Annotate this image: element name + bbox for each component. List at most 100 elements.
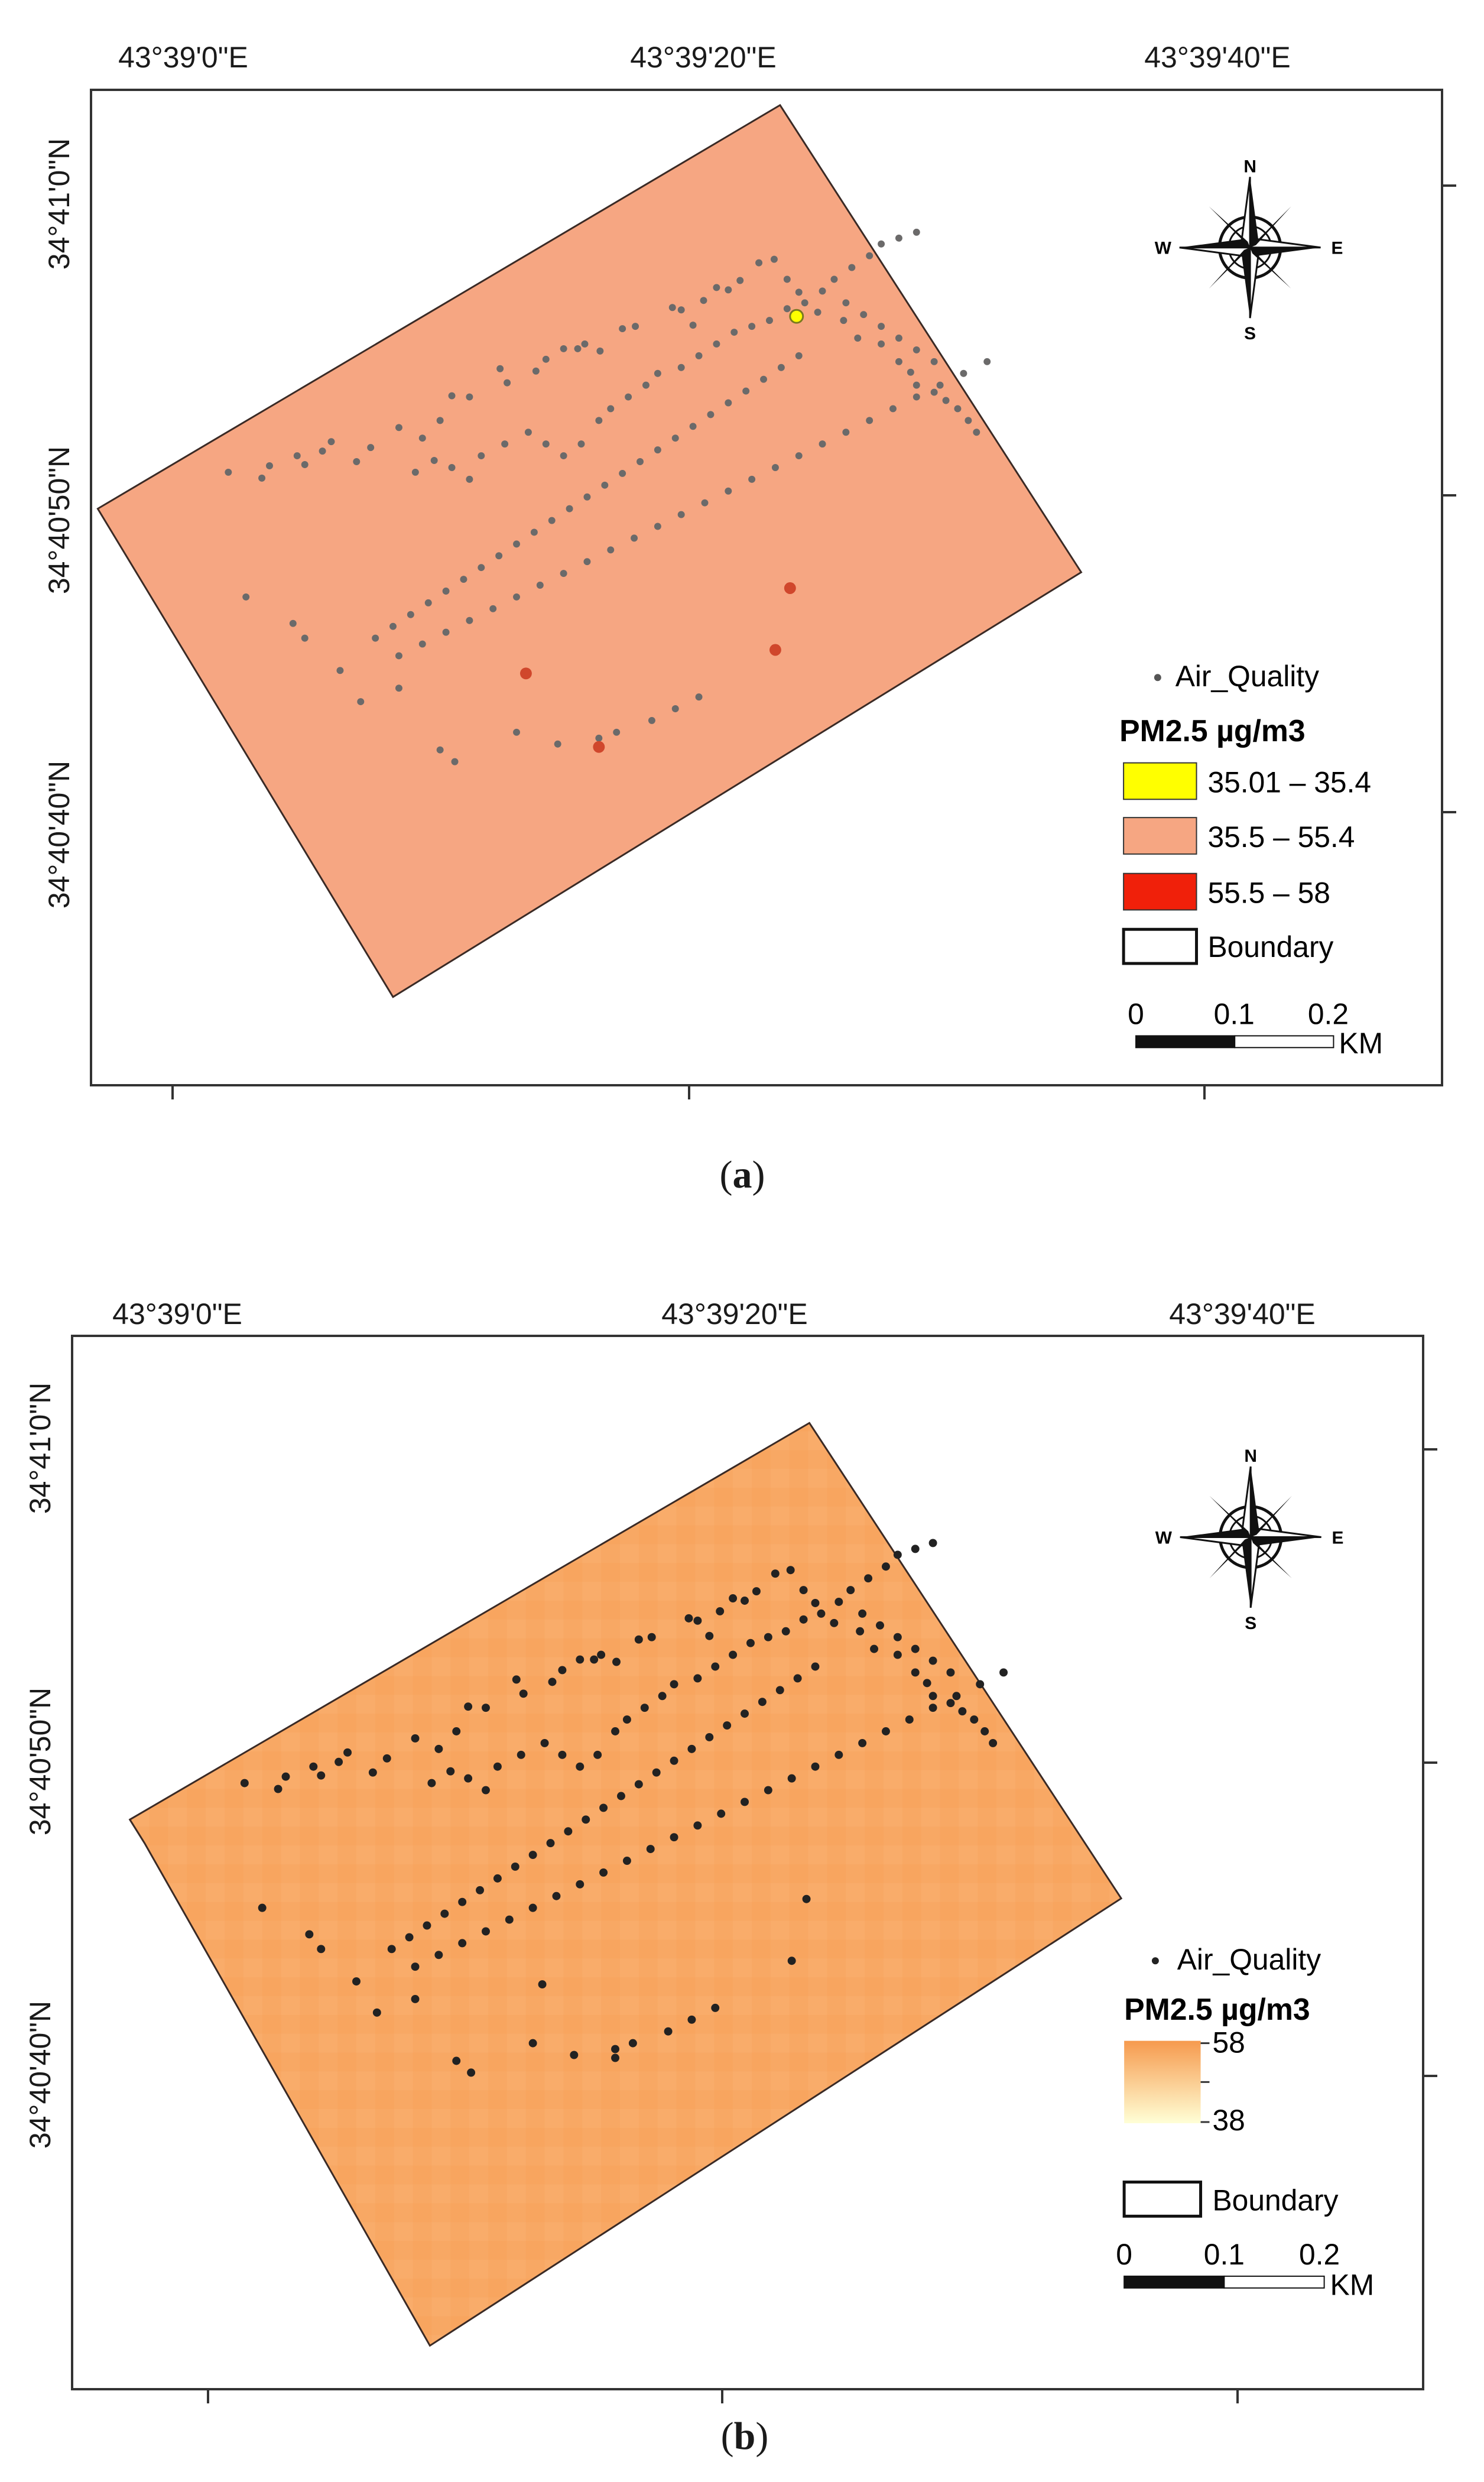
sample-point xyxy=(730,329,738,336)
sample-point xyxy=(395,684,402,692)
sample-point xyxy=(976,1680,985,1689)
sample-point xyxy=(517,1750,525,1759)
sample-point xyxy=(814,309,821,316)
study-area-interpolated-surface xyxy=(128,1422,1123,2347)
sample-point xyxy=(405,1933,414,1942)
sample-point xyxy=(225,468,232,476)
sample-point xyxy=(460,576,467,583)
sample-point xyxy=(301,461,309,468)
sample-point xyxy=(570,2051,579,2059)
sample-point xyxy=(583,558,591,566)
sample-point xyxy=(476,1886,485,1894)
sample-point xyxy=(758,1698,767,1706)
legend-boundary-label: Boundary xyxy=(1207,930,1333,963)
lat-label-1: 34°41'0"N xyxy=(43,138,76,270)
sample-point xyxy=(536,582,544,589)
sample-point xyxy=(622,1715,631,1724)
sample-point xyxy=(799,1586,808,1595)
sample-point xyxy=(684,1614,693,1623)
sample-point xyxy=(881,1562,890,1571)
sample-point xyxy=(542,355,550,363)
sample-point xyxy=(700,297,707,304)
sample-point xyxy=(446,1767,455,1776)
sample-point-high xyxy=(519,667,532,680)
sample-point xyxy=(864,1574,873,1583)
legend-boundary-swatch xyxy=(1122,927,1199,965)
north-label: N xyxy=(1243,157,1256,176)
lon-label-3: 43°39'40"E xyxy=(1144,41,1291,74)
sample-point xyxy=(528,1851,537,1860)
sample-point xyxy=(928,1692,937,1701)
sample-point xyxy=(258,1903,267,1912)
south-label: S xyxy=(1244,324,1256,343)
sample-point xyxy=(711,2003,720,2012)
sample-point xyxy=(893,1650,902,1659)
sample-point xyxy=(729,1594,738,1602)
sample-point xyxy=(793,1674,802,1683)
sample-point-low xyxy=(789,309,804,324)
west-label: W xyxy=(1155,239,1172,258)
sample-point xyxy=(760,375,767,383)
sample-point xyxy=(654,446,661,454)
sample-point xyxy=(752,1587,761,1596)
sample-point xyxy=(458,1897,467,1906)
sample-point xyxy=(960,369,967,377)
sample-point xyxy=(482,1786,490,1795)
sample-point xyxy=(983,358,991,365)
sample-point xyxy=(495,552,503,560)
sample-point xyxy=(973,429,980,436)
map-canvas-a: N S E W Air_Quality PM2.5 µg/m3 35.01 – … xyxy=(96,103,1383,1060)
sample-point xyxy=(631,534,638,542)
sample-point xyxy=(648,716,655,724)
north-arrow: N S E W xyxy=(1155,157,1343,343)
sample-point xyxy=(664,2027,673,2036)
sample-point xyxy=(583,493,591,501)
sample-point xyxy=(652,1768,661,1777)
compass-rose-icon xyxy=(1179,177,1321,319)
sample-point xyxy=(542,440,550,448)
scale-tick-1: 0.1 xyxy=(1204,2238,1245,2271)
sample-point xyxy=(367,444,375,452)
sample-point-high xyxy=(769,644,781,656)
sample-point xyxy=(590,1655,599,1664)
sample-point xyxy=(436,417,444,424)
sample-point xyxy=(830,1618,839,1627)
sample-point xyxy=(424,599,432,606)
sample-point xyxy=(878,323,885,330)
sample-point xyxy=(946,1699,955,1708)
sample-point xyxy=(511,1863,519,1871)
legend-boundary-swatch xyxy=(1122,2181,1203,2218)
sample-point xyxy=(713,340,720,348)
sample-point xyxy=(427,1779,436,1787)
sample-point xyxy=(819,287,826,295)
sample-point xyxy=(858,1738,867,1747)
sample-point xyxy=(858,1609,867,1618)
sample-point xyxy=(942,397,950,404)
sample-point xyxy=(574,345,582,352)
sample-point xyxy=(893,1633,902,1641)
sample-point xyxy=(846,1586,855,1595)
sample-point xyxy=(532,367,540,375)
sample-point xyxy=(711,1662,720,1671)
sample-point xyxy=(560,345,567,352)
scale-bar: 0 0.1 0.2 KM xyxy=(1128,997,1383,1060)
lon-label-1: 43°39'0"E xyxy=(118,41,248,74)
sample-point xyxy=(335,1757,343,1766)
sample-point xyxy=(770,255,778,263)
east-label: E xyxy=(1332,1528,1344,1547)
sample-point xyxy=(442,588,450,595)
sample-point-high xyxy=(784,582,796,594)
sample-point xyxy=(741,1798,749,1806)
sample-point xyxy=(854,335,862,342)
west-label: W xyxy=(1155,1528,1173,1547)
legend-point-symbol xyxy=(1151,1957,1159,1965)
sample-point xyxy=(389,622,397,630)
sample-point xyxy=(317,1945,326,1954)
sample-point xyxy=(834,1598,843,1606)
sample-point xyxy=(343,1748,352,1757)
sample-point xyxy=(558,1750,567,1759)
sample-point xyxy=(693,1674,702,1683)
legend-class-2-label: 35.5 – 55.4 xyxy=(1207,820,1355,854)
sample-point xyxy=(725,286,732,294)
sample-point xyxy=(670,1756,678,1765)
